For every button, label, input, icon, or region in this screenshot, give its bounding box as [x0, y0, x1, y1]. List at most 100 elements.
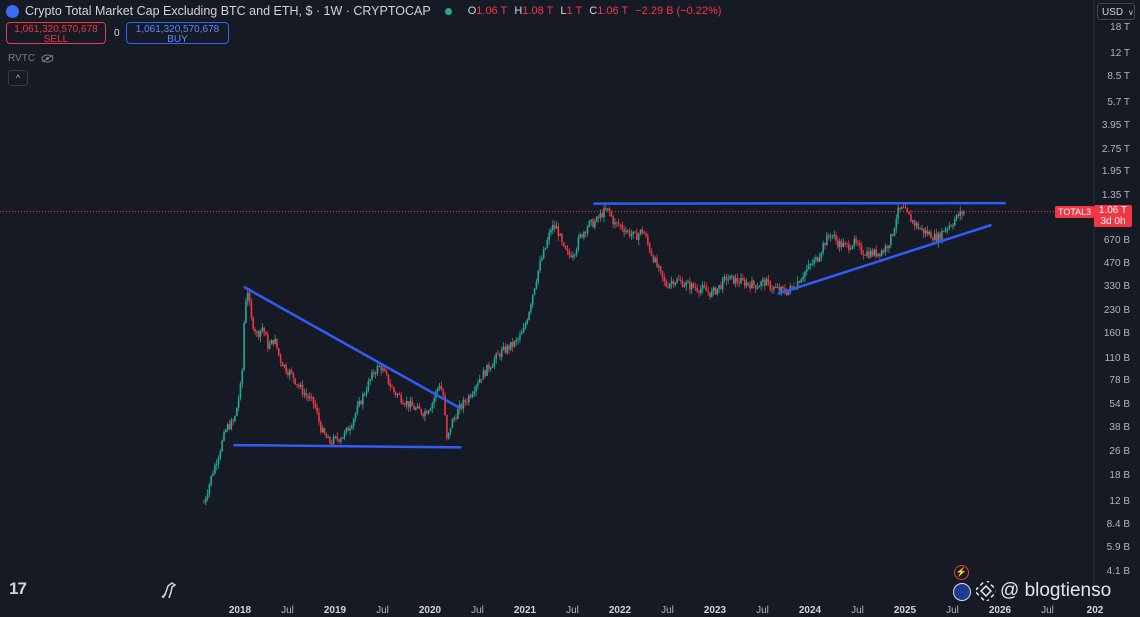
candle-body [946, 228, 949, 230]
price-tick-label: 670 B [1103, 235, 1130, 247]
candle-body [420, 409, 423, 414]
candle-body [778, 287, 781, 292]
candle-body [650, 251, 653, 256]
candle-body [944, 228, 947, 232]
candle-body [597, 216, 600, 218]
chevron-down-icon: v [1128, 8, 1133, 17]
candle-body [539, 260, 541, 271]
candle-body [393, 387, 395, 393]
candle-body [816, 257, 819, 262]
candle-body [612, 216, 614, 225]
candle-body [676, 279, 678, 283]
candle-body [528, 311, 530, 320]
candle-body [336, 436, 339, 440]
legend-title[interactable]: Crypto Total Market Cap Excluding BTC an… [25, 4, 431, 18]
candle-body [458, 404, 461, 410]
candle-body [811, 263, 814, 265]
candle-body [891, 234, 894, 236]
currency-select[interactable]: USD v [1097, 3, 1135, 20]
low-value: 1 T [566, 5, 583, 17]
candle-body [475, 385, 477, 392]
collapse-legend-button[interactable]: ^ [8, 70, 28, 86]
candle-body [698, 291, 700, 293]
candle-body [791, 286, 793, 288]
candle-body [922, 228, 925, 234]
candle-body [416, 406, 419, 409]
price-tick-label: 1.95 T [1101, 166, 1130, 178]
candle-body [234, 416, 236, 422]
sell-price: 1,061,320,570,678 [14, 24, 98, 35]
candle-body [219, 451, 222, 458]
candle-body [658, 266, 660, 268]
candle-body [853, 238, 856, 246]
candle-body [668, 283, 671, 288]
candle-body [577, 237, 580, 249]
candle-body [385, 371, 388, 375]
candle-body [732, 275, 735, 284]
candle-body [502, 346, 505, 350]
candle-body [756, 287, 759, 289]
candle-body [933, 233, 936, 241]
candle-body [659, 266, 662, 271]
candle-body [617, 222, 620, 225]
candle-body [584, 231, 587, 233]
candle-body [303, 393, 306, 395]
candle-body [400, 394, 403, 403]
indicator-name[interactable]: RVTC [8, 53, 36, 64]
candle-body [444, 395, 446, 416]
candle-body [298, 384, 300, 387]
candle-body [204, 498, 207, 503]
trendline[interactable] [233, 443, 462, 449]
candle-body [272, 339, 275, 344]
candle-body [736, 277, 739, 283]
candle-body [601, 213, 603, 218]
candle-body [488, 364, 490, 370]
candle-body [283, 364, 286, 367]
candle-body [404, 404, 406, 406]
candle-body [742, 277, 744, 280]
series-tag: TOTAL3 [1055, 206, 1095, 218]
trendline-group[interactable] [233, 201, 1006, 449]
candle-body [349, 428, 351, 431]
candle-body [712, 287, 715, 291]
candle-body [773, 286, 775, 290]
candle-body [363, 394, 366, 396]
trendline[interactable] [243, 286, 460, 409]
trendline[interactable] [777, 223, 992, 295]
candle-body [332, 436, 335, 445]
candle-body [362, 394, 364, 405]
candle-series [203, 203, 965, 506]
candle-body [436, 388, 439, 392]
candle-body [511, 341, 514, 347]
candle-body [594, 221, 596, 228]
candle-body [615, 222, 618, 224]
candle-body [913, 220, 916, 226]
buy-button[interactable]: 1,061,320,570,678 BUY [126, 22, 229, 45]
spread-value: 0 [114, 28, 120, 39]
candle-body [411, 401, 413, 407]
candle-body [376, 366, 379, 374]
price-tick-label: 26 B [1109, 446, 1130, 458]
tradingview-logo[interactable]: 17 [9, 579, 27, 598]
dinosaur-icon[interactable] [160, 580, 180, 600]
eye-off-icon[interactable] [41, 54, 54, 63]
candle-body [681, 280, 684, 288]
candle-body [665, 280, 667, 287]
candle-body [299, 384, 302, 387]
candle-body [396, 394, 399, 396]
time-tick-label: 2023 [703, 605, 727, 616]
candle-body [838, 241, 841, 248]
candle-body [519, 334, 521, 339]
sell-button[interactable]: 1,061,320,570,678 SELL [6, 22, 106, 45]
lightning-icon[interactable]: ⚡ [954, 565, 969, 580]
candle-body [902, 207, 905, 209]
candle-body [696, 287, 698, 292]
candle-body [327, 437, 329, 439]
candle-body [796, 281, 799, 289]
candle-body [911, 220, 914, 222]
candle-body [550, 230, 552, 233]
price-tick-label: 12 B [1109, 496, 1130, 508]
trendline[interactable] [593, 201, 1006, 205]
candle-body [228, 424, 231, 430]
